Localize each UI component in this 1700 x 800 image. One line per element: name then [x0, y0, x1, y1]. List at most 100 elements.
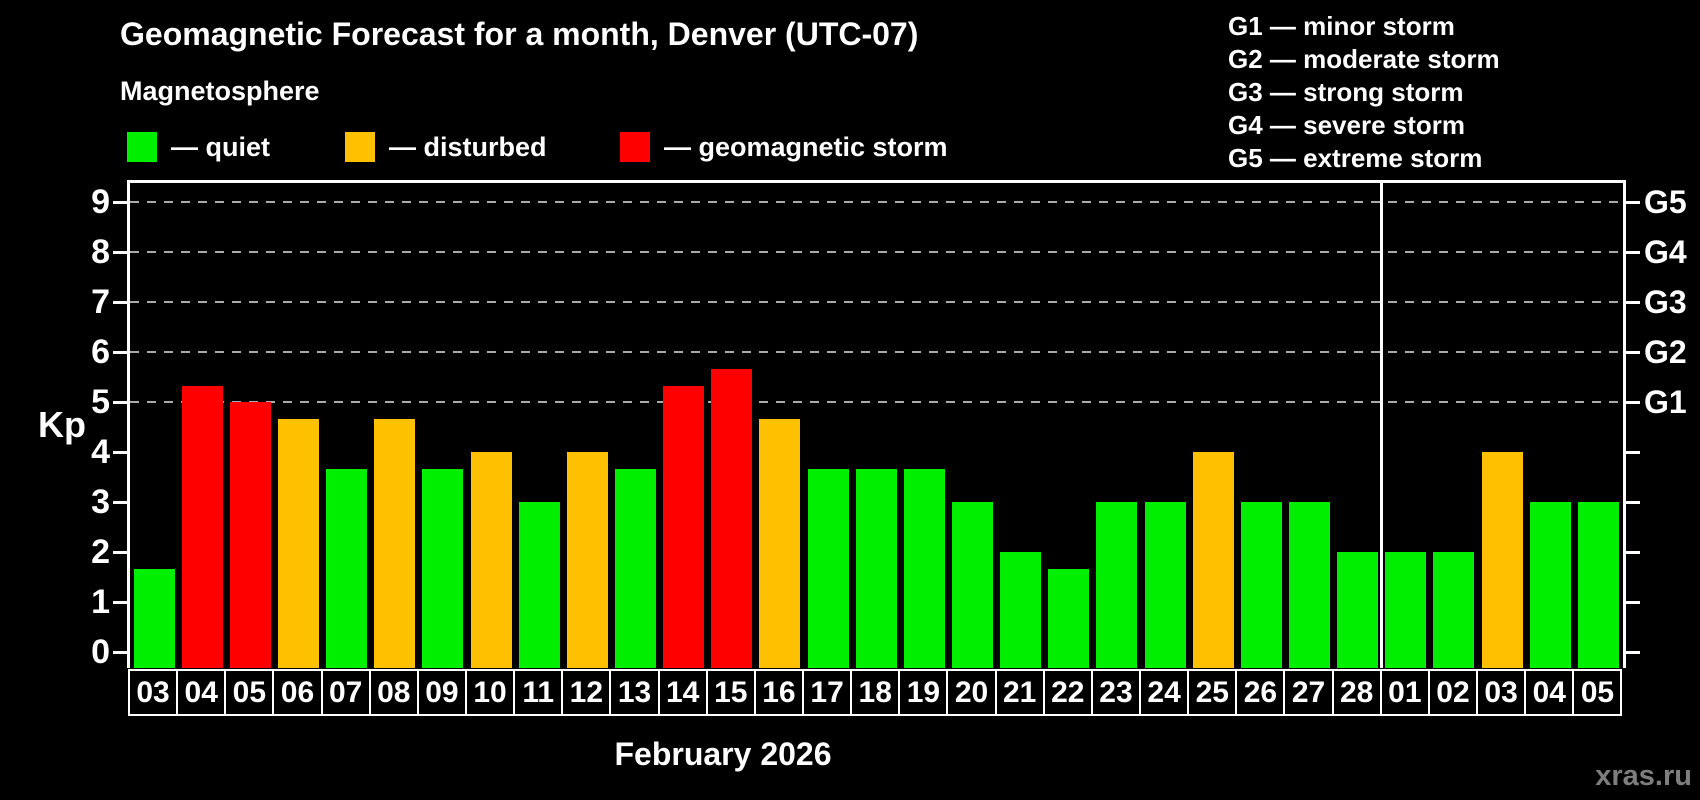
- day-label: 13: [609, 669, 660, 716]
- y-axis-label-8: 8: [91, 233, 110, 271]
- chart-title: Geomagnetic Forecast for a month, Denver…: [120, 16, 919, 52]
- kp-bar: [951, 502, 993, 668]
- day-label: 27: [1283, 669, 1334, 716]
- kp-bar: [903, 468, 945, 668]
- gridline-kp-9: [130, 201, 1623, 203]
- kp-bar: [1529, 502, 1571, 668]
- day-label: 03: [1476, 669, 1527, 716]
- kp-bar: [1288, 502, 1330, 668]
- y-tick-left: [113, 350, 127, 354]
- y-tick-right: [1626, 200, 1640, 204]
- day-label: 04: [1524, 669, 1575, 716]
- month-divider: [1380, 183, 1384, 668]
- legend-item-quiet: — quiet: [127, 130, 270, 164]
- y-tick-left: [113, 550, 127, 554]
- legend-label-disturbed: — disturbed: [389, 131, 547, 162]
- y-axis-label-9: 9: [91, 183, 110, 221]
- kp-bar: [518, 502, 560, 668]
- y-tick-right: [1626, 400, 1640, 404]
- x-axis-title: February 2026: [614, 736, 832, 772]
- kp-bar: [470, 452, 512, 668]
- y-tick-left: [113, 500, 127, 504]
- kp-bar: [181, 385, 223, 668]
- y-tick-right: [1626, 650, 1640, 654]
- y-axis-label-0: 0: [91, 633, 110, 671]
- kp-bar: [1048, 568, 1090, 668]
- watermark: xras.ru: [1595, 760, 1692, 792]
- day-label: 22: [1042, 669, 1093, 716]
- kp-bar: [807, 468, 849, 668]
- day-label: 12: [561, 669, 612, 716]
- gridline-kp-5: [130, 401, 1623, 403]
- kp-bar: [566, 452, 608, 668]
- y-tick-right: [1626, 500, 1640, 504]
- kp-bar: [133, 568, 175, 668]
- y-axis-label-1: 1: [91, 583, 110, 621]
- storm-scale-line-4: G4 — severe storm: [1228, 110, 1466, 140]
- kp-bar: [374, 418, 416, 668]
- kp-bar: [229, 402, 271, 668]
- day-label: 04: [176, 669, 227, 716]
- y-axis-label-2: 2: [91, 533, 110, 571]
- day-label: 14: [657, 669, 708, 716]
- g-axis-label-G2: G2: [1644, 334, 1687, 370]
- y-tick-left: [113, 450, 127, 454]
- legend-swatch-disturbed-icon: [345, 132, 375, 162]
- day-label: 25: [1187, 669, 1238, 716]
- y-tick-left: [113, 300, 127, 304]
- y-tick-right: [1626, 600, 1640, 604]
- day-label: 23: [1090, 669, 1142, 716]
- y-tick-right: [1626, 450, 1640, 454]
- y-tick-right: [1626, 250, 1640, 254]
- kp-bar: [663, 385, 705, 668]
- kp-bar: [759, 418, 801, 668]
- storm-scale-line-3: G3 — strong storm: [1228, 77, 1464, 107]
- g-axis-label-G1: G1: [1644, 384, 1687, 420]
- kp-bar: [1000, 552, 1042, 668]
- day-label: 18: [850, 669, 901, 716]
- gridline-kp-8: [130, 251, 1623, 253]
- y-axis-label-4: 4: [91, 433, 110, 471]
- magnetosphere-label: Magnetosphere: [120, 76, 320, 106]
- storm-scale-line-5: G5 — extreme storm: [1228, 143, 1483, 173]
- y-tick-left: [113, 650, 127, 654]
- y-tick-left: [113, 250, 127, 254]
- kp-bar: [711, 368, 753, 668]
- y-tick-left: [113, 200, 127, 204]
- y-tick-right: [1626, 350, 1640, 354]
- y-axis-label-7: 7: [91, 283, 110, 321]
- day-label: 07: [320, 669, 371, 716]
- day-label: 02: [1427, 669, 1479, 716]
- day-label: 19: [898, 669, 949, 716]
- y-axis-label-3: 3: [91, 483, 110, 521]
- storm-scale-legend: G1 — minor storm G2 — moderate storm G3 — …: [1228, 10, 1500, 175]
- kp-bar: [855, 468, 897, 668]
- day-label: 03: [128, 669, 179, 716]
- day-label: 01: [1379, 669, 1430, 716]
- day-label: 28: [1331, 669, 1382, 716]
- day-label: 21: [994, 669, 1045, 716]
- storm-scale-line-1: G1 — minor storm: [1228, 11, 1455, 41]
- y-tick-right: [1626, 550, 1640, 554]
- kp-bar: [614, 468, 656, 668]
- day-label: 11: [513, 669, 564, 716]
- kp-bar: [1433, 552, 1475, 668]
- plot-area: [127, 180, 1626, 668]
- gridline-kp-6: [130, 351, 1623, 353]
- kp-bar: [1096, 502, 1138, 668]
- day-label: 15: [705, 669, 756, 716]
- day-label: 26: [1235, 669, 1286, 716]
- kp-bar: [1577, 502, 1619, 668]
- kp-bar: [277, 418, 319, 668]
- day-label: 05: [224, 669, 275, 716]
- day-label: 10: [465, 669, 516, 716]
- g-axis-label-G5: G5: [1644, 184, 1687, 220]
- day-label: 16: [753, 669, 805, 716]
- day-label: 05: [1572, 669, 1623, 716]
- y-axis-label-5: 5: [91, 383, 110, 421]
- day-label: 20: [946, 669, 997, 716]
- legend-label-storm: — geomagnetic storm: [664, 131, 948, 162]
- legend-swatch-quiet-icon: [127, 132, 157, 162]
- kp-bar: [1481, 452, 1523, 668]
